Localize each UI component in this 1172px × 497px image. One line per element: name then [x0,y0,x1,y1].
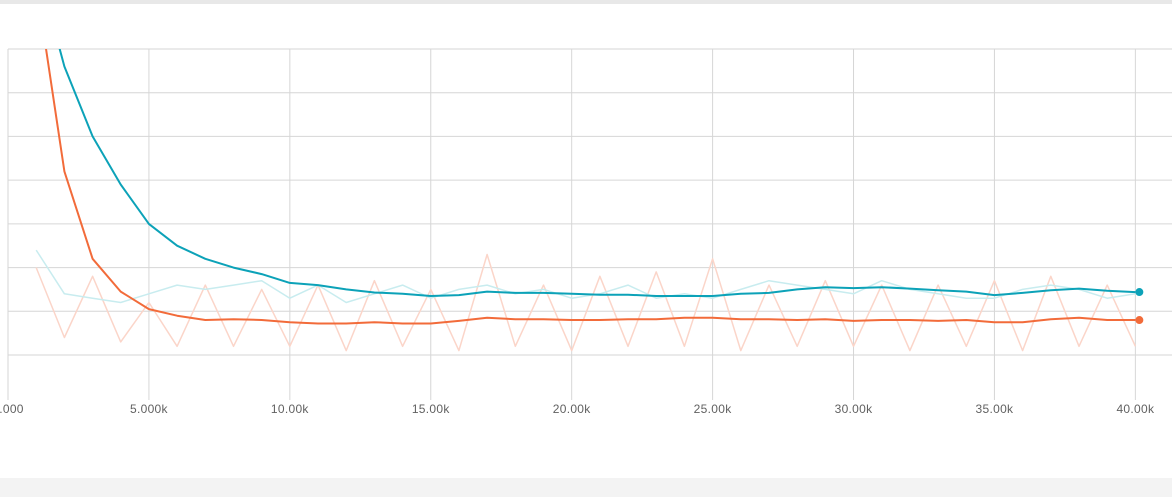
x-tick-label: 0.000 [0,402,24,416]
x-tick-label: 10.00k [271,402,310,416]
x-tick-label: 5.000k [130,402,169,416]
header-shadow [0,0,1172,4]
smoothed-line [58,49,1136,297]
plot-area [35,49,1137,352]
x-tick-label: 25.00k [694,402,733,416]
smoothed-line [45,49,1136,325]
grid [7,48,1172,400]
raw-line [35,249,1136,304]
end-point [1135,288,1144,297]
x-axis-labels: 0.000 5.000k 10.00k 15.00k 20.00k 25.00k 30.00… [0,402,1155,416]
x-tick-label: 30.00k [835,402,874,416]
end-point [1135,316,1144,325]
x-tick-label: 40.00k [1116,402,1155,416]
footer-band [0,478,1172,497]
x-tick-label: 35.00k [976,402,1015,416]
raw-line [35,253,1137,352]
x-tick-label: 15.00k [412,402,451,416]
x-tick-label: 20.00k [553,402,592,416]
